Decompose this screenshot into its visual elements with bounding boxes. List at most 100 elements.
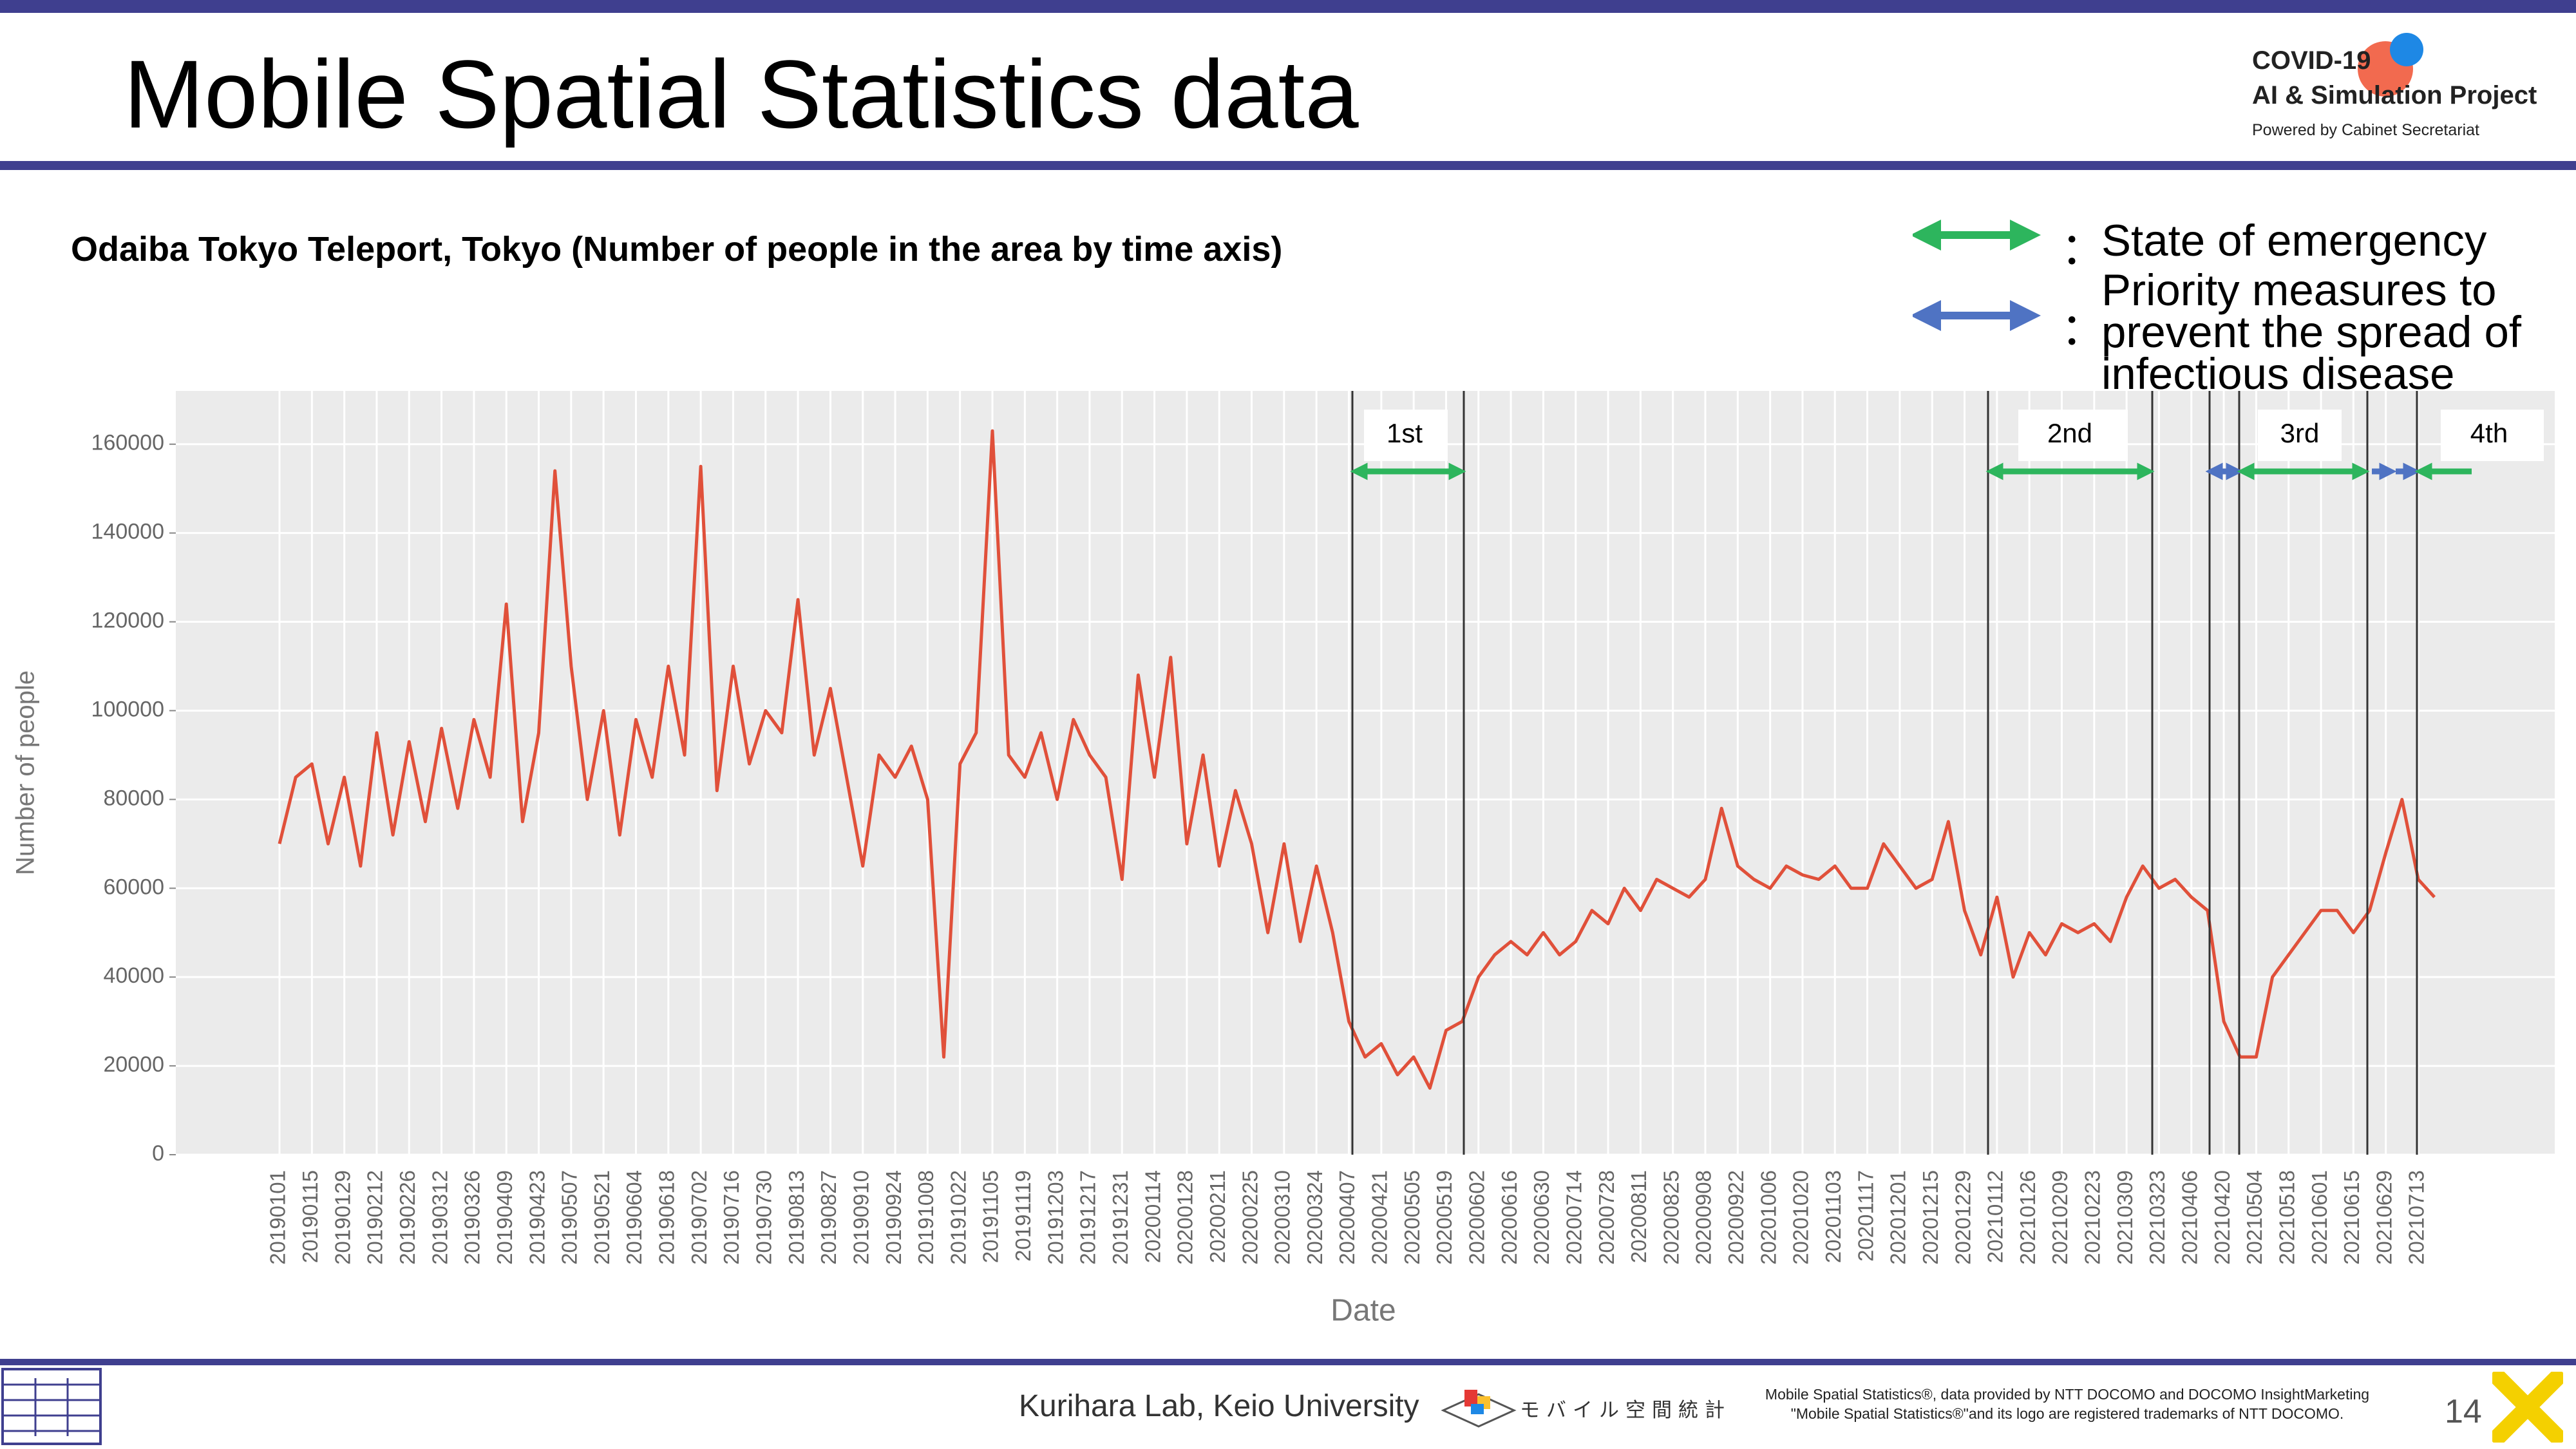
x-tick-label: 20190409 (493, 1170, 516, 1265)
x-tick-label: 20201020 (1789, 1170, 1813, 1265)
x-tick-label: 20200114 (1141, 1170, 1164, 1263)
x-tick-label: 20190716 (719, 1170, 743, 1265)
x-tick-label: 20201215 (1918, 1170, 1942, 1265)
x-tick-label: 20200630 (1530, 1170, 1553, 1265)
logo-line: COVID-19 (2252, 46, 2371, 75)
x-tick-label: 20191119 (1011, 1170, 1035, 1262)
period-label-box (1364, 410, 1448, 461)
x-tick-label: 20190827 (817, 1170, 840, 1265)
x-tick-label: 20200421 (1368, 1170, 1392, 1265)
x-tick-label: 20190101 (266, 1170, 290, 1265)
legend-colon: ： (2061, 305, 2105, 354)
y-tick-label: 120000 (91, 609, 164, 633)
x-tick-label: 20210126 (2016, 1170, 2040, 1265)
period-label-box (2258, 410, 2342, 461)
x-tick-label: 20200519 (1432, 1170, 1456, 1265)
x-tick-label: 20191105 (979, 1170, 1003, 1263)
x-tick-label: 20200324 (1303, 1170, 1327, 1265)
slide-title: Mobile Spatial Statistics data (124, 40, 1359, 148)
logo-line: Powered by Cabinet Secretariat (2252, 121, 2479, 139)
x-tick-label: 20190730 (752, 1170, 775, 1265)
period-label: 4th (2470, 418, 2508, 448)
x-tick-label: 20210629 (2372, 1170, 2396, 1265)
x-tick-label: 20200602 (1464, 1170, 1488, 1265)
x-tick-label: 20190604 (622, 1170, 646, 1265)
x-icon (2492, 1372, 2563, 1443)
x-tick-label: 20201117 (1853, 1170, 1877, 1262)
footer-rule (0, 1359, 2576, 1365)
period-lines (1351, 391, 2418, 1155)
x-axis-label: Date (1331, 1294, 1396, 1328)
x-tick-label: 20190312 (428, 1170, 451, 1265)
x-tick-label: 20210309 (2113, 1170, 2137, 1265)
x-tick-label: 20190702 (687, 1170, 711, 1265)
x-tick-label: 20200728 (1595, 1170, 1618, 1265)
period-label: 1st (1387, 418, 1423, 448)
x-tick-label: 20200922 (1724, 1170, 1748, 1265)
x-tick-label: 20190129 (330, 1170, 354, 1265)
x-tick-label: 20190507 (558, 1170, 582, 1265)
x-tick-label: 20210518 (2275, 1170, 2298, 1265)
period-label: 3rd (2280, 418, 2320, 448)
x-tick-label: 20190326 (460, 1170, 484, 1265)
lab-logo (1, 1368, 102, 1445)
x-tick-label: 20200505 (1400, 1170, 1424, 1265)
x-tick-label: 20201201 (1886, 1170, 1910, 1265)
y-axis-label: Number of people (12, 670, 40, 875)
x-tick-label: 20190521 (590, 1170, 614, 1265)
legend-colon: ： (2061, 224, 2105, 274)
x-tick-label: 20190910 (849, 1170, 873, 1265)
x-tick-label: 20200225 (1238, 1170, 1262, 1265)
x-tick-label: 20210406 (2177, 1170, 2201, 1265)
period-label-box (2441, 410, 2544, 461)
chart: 0 20000 40000 60000 80000 100000 120000 140000 1… (12, 391, 2555, 1328)
x-tick-label: 20190226 (395, 1170, 419, 1265)
footer-brand: モバイル空間統計 (1520, 1399, 1731, 1421)
y-tick-label: 80000 (103, 786, 164, 810)
legend-arrows (1913, 220, 2041, 331)
x-tick-label: 20200825 (1659, 1170, 1683, 1265)
x-tick-label: 20201103 (1821, 1170, 1845, 1263)
x-tick-label: 20190813 (784, 1170, 808, 1265)
header-rule (0, 161, 2576, 170)
x-tick-label: 20190423 (525, 1170, 549, 1265)
x-tick-label: 20200128 (1173, 1170, 1197, 1265)
footer-notice: "Mobile Spatial Statistics®"and its logo… (1790, 1405, 2344, 1422)
period-label: 2nd (2047, 418, 2092, 448)
legend-label: State of emergency (2101, 216, 2487, 265)
x-tick-label: 20201006 (1756, 1170, 1780, 1265)
x-tick-label: 20200616 (1497, 1170, 1521, 1265)
y-tick-label: 160000 (91, 431, 164, 455)
x-tick-label: 20190115 (298, 1170, 322, 1263)
legend-label: Priority measures to prevent the spread … (2101, 265, 2522, 399)
period-label-box (2018, 410, 2128, 461)
x-tick-label: 20200811 (1627, 1170, 1651, 1263)
x-tick-label: 20200407 (1335, 1170, 1359, 1265)
x-tick-label: 20210223 (2081, 1170, 2105, 1265)
x-tick-label: 20190212 (363, 1170, 387, 1265)
top-bar (0, 0, 2576, 13)
x-tick-label: 20210209 (2048, 1170, 2072, 1265)
page-number: 14 (2445, 1393, 2482, 1430)
x-tick-label: 20191008 (914, 1170, 938, 1265)
y-tick-label: 40000 (103, 963, 164, 988)
y-tick-label: 140000 (91, 520, 164, 544)
x-tick-label: 20200908 (1692, 1170, 1716, 1265)
data-line (278, 429, 2436, 1090)
x-tick-label: 20201229 (1951, 1170, 1975, 1265)
x-tick-label: 20191231 (1108, 1170, 1132, 1265)
footer-credit: Kurihara Lab, Keio University (1019, 1389, 1419, 1423)
x-tick-label: 20191022 (946, 1170, 970, 1265)
y-tick-label: 60000 (103, 875, 164, 899)
chart-title: Odaiba Tokyo Teleport, Tokyo (Number of … (71, 230, 1283, 269)
logo-line: AI & Simulation Project (2252, 81, 2537, 109)
y-tick-label: 0 (152, 1141, 164, 1166)
x-tick-label: 20210615 (2340, 1170, 2363, 1265)
logo-dots (2358, 33, 2423, 97)
x-tick-label: 20190618 (655, 1170, 679, 1265)
y-tick-label: 100000 (91, 697, 164, 721)
x-tick-label: 20210601 (2307, 1170, 2331, 1265)
x-tick-label: 20200310 (1271, 1170, 1294, 1265)
x-tick-label: 20191203 (1043, 1170, 1067, 1265)
